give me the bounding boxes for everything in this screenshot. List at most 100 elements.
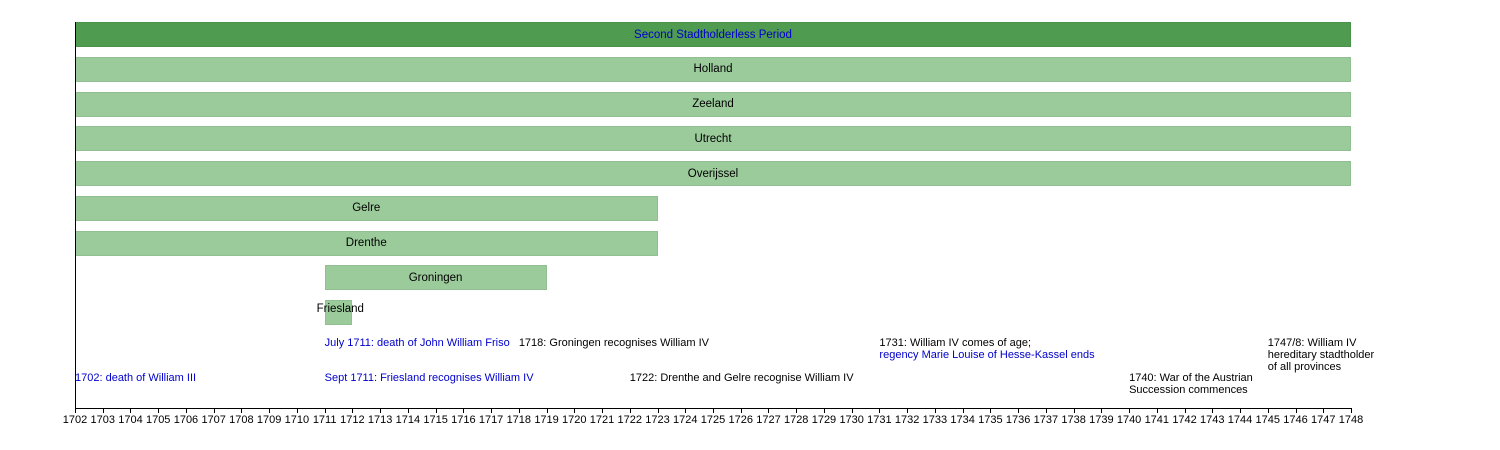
axis-tick-label-1748: 1748 <box>1338 414 1364 426</box>
axis-tick-label-1739: 1739 <box>1089 414 1114 426</box>
axis-tick-1720 <box>574 408 576 413</box>
axis-tick-1733 <box>934 408 936 413</box>
axis-tick-1704 <box>130 408 132 413</box>
axis-tick-label-1718: 1718 <box>506 414 532 426</box>
axis-tick-1719 <box>546 408 548 413</box>
axis-tick-label-1706: 1706 <box>173 414 199 426</box>
axis-tick-1724 <box>685 408 687 413</box>
axis-tick-label-1703: 1703 <box>90 414 115 426</box>
axis-tick-1705 <box>158 408 160 413</box>
axis-tick-1710 <box>296 408 298 413</box>
axis-tick-label-1741: 1741 <box>1144 414 1170 426</box>
annotation-july-1711-death-of-john-william-friso-line-1[interactable]: July 1711: death of John William Friso <box>324 337 510 349</box>
bar-label-groningen: Groningen <box>408 271 463 284</box>
axis-tick-1729 <box>823 408 825 413</box>
axis-tick-1747 <box>1323 408 1325 413</box>
axis-tick-1742 <box>1184 408 1186 413</box>
axis-tick-1739 <box>1101 408 1103 413</box>
axis-tick-label-1727: 1727 <box>756 414 781 426</box>
annotation-1747-8-william-iv-hereditary-stadtholder-line-2: hereditary stadtholder <box>1267 349 1375 361</box>
axis-tick-1728 <box>796 408 798 413</box>
annotation-1702-death-of-william-iii-line-1[interactable]: 1702: death of William III <box>75 372 197 384</box>
axis-tick-1723 <box>657 408 659 413</box>
annotation-1731-william-iv-comes-of-age-line-2[interactable]: regency Marie Louise of Hesse-Kassel end… <box>879 349 1095 361</box>
bar-label-utrecht: Utrecht <box>694 132 732 145</box>
axis-tick-label-1704: 1704 <box>118 414 143 426</box>
annotation-1722-drenthe-and-gelre-recognise-william-iv: 1722: Drenthe and Gelre recognise Willia… <box>630 372 854 384</box>
axis-tick-1708 <box>241 408 243 413</box>
annotation-sept-1711-friesland-recognises-william-iv-line-1[interactable]: Sept 1711: Friesland recognises William … <box>324 372 534 384</box>
axis-tick-label-1715: 1715 <box>423 414 448 426</box>
axis-tick-label-1714: 1714 <box>395 414 421 426</box>
bar-label-zeeland: Zeeland <box>692 98 734 110</box>
annotation-1747-8-william-iv-hereditary-stadtholder-line-3: of all provinces <box>1267 361 1342 373</box>
axis-tick-label-1736: 1736 <box>1005 414 1031 426</box>
axis-tick-label-1734: 1734 <box>950 414 975 426</box>
annotation-1747-8-william-iv-hereditary-stadtholder: 1747/8: William IV hereditary stadtholder… <box>1268 337 1374 373</box>
axis-tick-label-1745: 1745 <box>1255 414 1281 426</box>
axis-tick-label-1716: 1716 <box>451 414 476 426</box>
annotation-1740-war-of-austrian-succession-line-2: Succession commences <box>1129 384 1248 396</box>
axis-tick-label-1710: 1710 <box>284 414 310 426</box>
axis-tick-1715 <box>435 408 437 413</box>
axis-tick-1727 <box>768 408 770 413</box>
axis-tick-label-1724: 1724 <box>673 414 698 426</box>
axis-tick-label-1708: 1708 <box>229 414 254 426</box>
axis-tick-1736 <box>1018 408 1020 413</box>
axis-tick-1744 <box>1240 408 1242 413</box>
annotation-1722-drenthe-and-gelre-recognise-william-iv-line-1: 1722: Drenthe and Gelre recognise Willia… <box>629 372 854 384</box>
axis-tick-label-1722: 1722 <box>617 414 643 426</box>
annotation-1731-william-iv-comes-of-age: 1731: William IV comes of age; regency Ma… <box>879 337 1094 361</box>
bar-second-stadtholderless-period: Second Stadtholderless Period <box>75 22 1351 47</box>
axis-tick-label-1738: 1738 <box>1061 414 1086 426</box>
axis-tick-1717 <box>491 408 493 413</box>
axis-tick-label-1737: 1737 <box>1033 414 1059 426</box>
axis-tick-1714 <box>407 408 409 413</box>
annotation-1731-william-iv-comes-of-age-line-1: 1731: William IV comes of age; <box>879 337 1032 349</box>
axis-tick-label-1723: 1723 <box>645 414 670 426</box>
axis-tick-label-1744: 1744 <box>1227 414 1253 426</box>
bar-utrecht: Utrecht <box>75 126 1351 152</box>
bar-label-second-stadtholderless-period[interactable]: Second Stadtholderless Period <box>634 28 792 41</box>
axis-tick-1731 <box>879 408 881 413</box>
bar-label-friesland: Friesland <box>316 303 364 315</box>
bar-friesland <box>324 300 353 325</box>
axis-tick-1726 <box>740 408 742 413</box>
axis-tick-label-1711: 1711 <box>312 414 337 426</box>
axis-tick-1725 <box>713 408 714 413</box>
annotation-1740-war-of-austrian-succession-line-1: 1740: War of the Austrian <box>1129 372 1253 384</box>
axis-tick-label-1746: 1746 <box>1283 414 1308 426</box>
axis-tick-1748 <box>1351 408 1352 413</box>
axis-tick-1737 <box>1045 408 1047 413</box>
axis-tick-label-1743: 1743 <box>1200 414 1225 426</box>
annotation-july-1711-death-of-john-william-friso: July 1711: death of John William Friso <box>325 337 510 349</box>
axis-tick-1735 <box>990 408 992 413</box>
axis-tick-1718 <box>518 408 520 413</box>
axis-tick-1702 <box>75 408 76 413</box>
y-axis-line <box>75 22 76 408</box>
bar-overijssel: Overijssel <box>75 161 1351 186</box>
axis-tick-label-1731: 1731 <box>867 414 892 426</box>
axis-tick-label-1728: 1728 <box>783 414 809 426</box>
axis-tick-label-1726: 1726 <box>728 414 753 426</box>
axis-tick-label-1712: 1712 <box>340 414 365 426</box>
bar-groningen: Groningen <box>324 265 547 291</box>
axis-tick-label-1702: 1702 <box>62 414 88 426</box>
annotation-1702-death-of-william-iii: 1702: death of William III <box>75 372 196 384</box>
axis-tick-label-1719: 1719 <box>534 414 559 426</box>
axis-tick-label-1742: 1742 <box>1172 414 1197 426</box>
annotation-1747-8-william-iv-hereditary-stadtholder-line-1: 1747/8: William IV <box>1267 337 1357 349</box>
bar-label-overijssel: Overijssel <box>687 167 739 180</box>
bar-gelre: Gelre <box>75 195 658 221</box>
axis-tick-1741 <box>1156 408 1158 413</box>
axis-tick-label-1735: 1735 <box>978 414 1003 426</box>
axis-tick-1732 <box>907 408 909 413</box>
axis-tick-1711 <box>324 408 326 413</box>
axis-tick-1722 <box>629 408 631 413</box>
axis-tick-1734 <box>962 408 964 413</box>
axis-tick-label-1709: 1709 <box>256 414 282 426</box>
axis-tick-1713 <box>380 408 382 413</box>
